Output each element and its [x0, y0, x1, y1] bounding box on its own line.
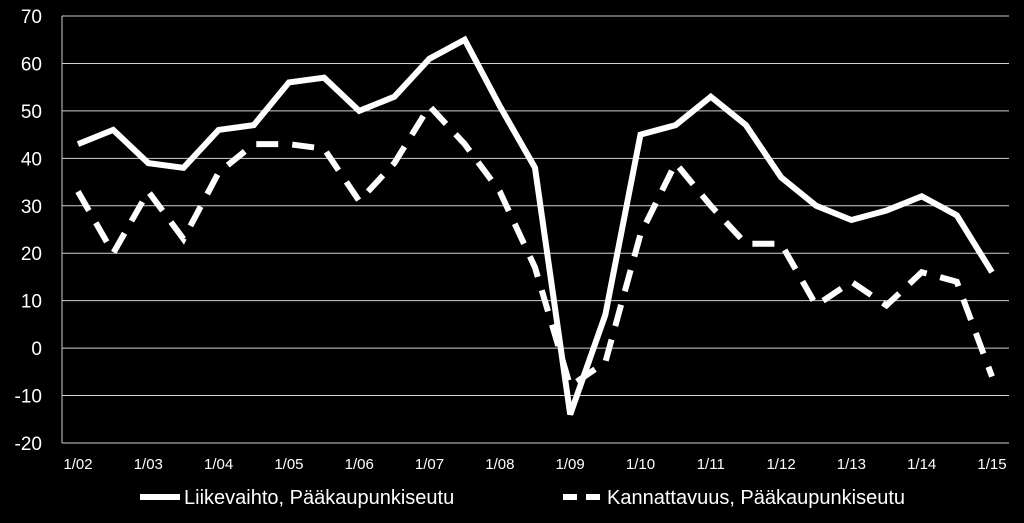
series-lines [75, 35, 995, 416]
legend-label-kannattavuus: Kannattavuus, Pääkaupunkiseutu [607, 487, 905, 509]
x-tick-label: 1/13 [837, 456, 866, 473]
y-tick-label: 30 [21, 197, 42, 218]
y-axis-ticks: 70 60 50 40 30 20 10 0 -10 -20 [15, 7, 42, 455]
y-tick-label: -10 [15, 387, 42, 408]
x-tick-label: 1/14 [907, 456, 936, 473]
y-tick-label: 60 [21, 54, 42, 75]
series-line-kannattavuus [75, 101, 995, 391]
x-tick-label: 1/10 [626, 456, 655, 473]
x-tick-label: 1/05 [274, 456, 303, 473]
y-tick-label: 50 [21, 102, 42, 123]
legend: Liikevaihto, Pääkaupunkiseutu Kannattavu… [140, 487, 905, 509]
x-tick-label: 1/09 [556, 456, 585, 473]
x-tick-label: 1/06 [345, 456, 374, 473]
y-tick-label: 70 [21, 7, 42, 28]
legend-label-liikevaihto: Liikevaihto, Pääkaupunkiseutu [184, 487, 454, 509]
x-tick-label: 1/15 [977, 456, 1006, 473]
y-tick-label: -20 [15, 434, 42, 455]
x-tick-label: 1/03 [134, 456, 163, 473]
y-tick-label: 40 [21, 149, 42, 170]
y-tick-label: 0 [31, 339, 42, 360]
series-line-liikevaihto [76, 35, 995, 416]
x-tick-label: 1/08 [485, 456, 514, 473]
x-tick-label: 1/11 [697, 456, 725, 473]
x-tick-label: 1/12 [766, 456, 795, 473]
y-tick-label: 10 [21, 292, 42, 313]
y-tick-label: 20 [21, 244, 42, 265]
x-axis-ticks: 1/02 1/03 1/04 1/05 1/06 1/07 1/08 1/09 1/10 1/11… [63, 456, 1006, 473]
gridlines [62, 15, 1009, 444]
x-tick-label: 1/04 [204, 456, 233, 473]
x-tick-label: 1/07 [415, 456, 444, 473]
x-tick-label: 1/02 [63, 456, 92, 473]
